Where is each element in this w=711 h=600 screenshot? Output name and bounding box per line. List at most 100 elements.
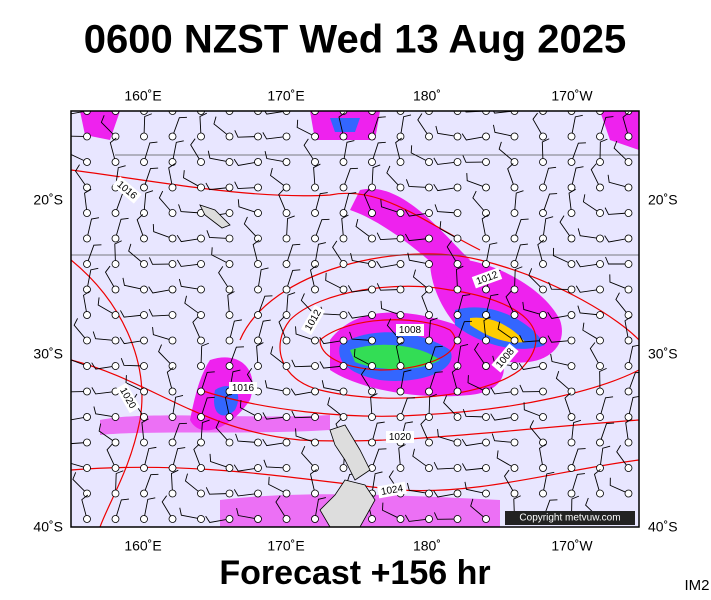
station [282, 464, 291, 472]
barb-staff [582, 322, 598, 340]
barb-staff [98, 423, 113, 441]
station [482, 285, 490, 294]
wind-barb [225, 111, 234, 115]
wind-barb [140, 113, 152, 141]
wind-barb [605, 256, 633, 268]
station [596, 158, 604, 166]
station [111, 260, 120, 268]
barb-staff [370, 393, 378, 414]
wind-barb [453, 320, 472, 345]
barb-staff [555, 370, 570, 390]
wind-barb [205, 487, 234, 498]
wind-barb [507, 163, 519, 192]
station [510, 438, 519, 447]
wind-barb [425, 393, 437, 421]
wind-barb [158, 344, 177, 370]
station [453, 362, 462, 370]
wind-barb [192, 316, 205, 345]
barb-staff [91, 387, 113, 395]
wind-barb [73, 318, 91, 345]
barb-staff [404, 514, 426, 522]
barb-staff [572, 142, 586, 159]
station [168, 311, 177, 319]
barb-staff [84, 188, 92, 210]
station [311, 413, 319, 421]
wind-barb [225, 319, 242, 345]
wind-barb [309, 469, 319, 498]
wind-barb [462, 409, 490, 421]
wind-barb [567, 142, 586, 166]
barb-staff [412, 448, 427, 467]
lat-label: 30˚S [648, 346, 678, 362]
wind-barb [396, 369, 412, 396]
wind-barb [405, 233, 433, 243]
barb-staff [315, 242, 326, 261]
wind-barb [309, 265, 319, 294]
barb-staff [439, 92, 459, 109]
barb-staff [168, 163, 176, 185]
station [453, 183, 462, 192]
wind-barb [291, 410, 319, 421]
station [111, 515, 120, 523]
wind-barb [183, 170, 205, 192]
barb-staff [183, 170, 199, 187]
wind-barb [453, 294, 471, 319]
wind-barb [119, 336, 148, 345]
wind-barb [254, 295, 273, 319]
isobar-label-group: 1016 [229, 382, 257, 394]
wind-barb [235, 433, 262, 447]
barb-staff [519, 384, 540, 393]
barb-staff [192, 316, 200, 338]
wind-barb [125, 375, 148, 396]
barb-staff [457, 343, 469, 363]
barb-staff [593, 469, 601, 491]
barb-staff [71, 384, 84, 393]
wind-barb [547, 311, 576, 319]
barb-staff [295, 326, 312, 340]
wind-barb [239, 399, 262, 421]
station [282, 234, 291, 243]
wind-barb [368, 116, 386, 141]
station [539, 111, 547, 115]
barb-staff [513, 495, 521, 516]
station [482, 336, 490, 345]
wind-barb [539, 193, 558, 217]
barb-staff [144, 473, 159, 491]
station [168, 515, 177, 523]
station [197, 464, 205, 472]
station [168, 438, 177, 447]
barb-staff [83, 290, 91, 312]
barb-staff [428, 393, 437, 414]
wind-barb [104, 265, 120, 294]
station [140, 111, 148, 115]
wind-barb [270, 167, 291, 192]
barb-staff [543, 471, 555, 491]
wind-barb [510, 266, 523, 294]
wind-barb [278, 316, 291, 345]
barb-staff [559, 215, 570, 236]
wind-barb [193, 443, 205, 472]
barb-staff [347, 285, 369, 293]
wind-barb [339, 214, 349, 243]
barb-staff [400, 369, 412, 389]
barb-staff [543, 166, 557, 185]
station [567, 438, 576, 447]
wind-barb [510, 190, 524, 217]
barb-staff [201, 371, 215, 389]
barb-staff [543, 193, 558, 210]
barb-staff [71, 454, 84, 468]
wind-barb [406, 482, 433, 498]
wind-barb [433, 157, 462, 166]
barb-staff [421, 290, 429, 312]
station [225, 311, 234, 319]
wind-barb [539, 471, 555, 498]
barb-staff [629, 371, 639, 389]
barb-staff [91, 362, 113, 370]
barb-staff [497, 321, 512, 339]
wind-barb [604, 207, 633, 217]
station [83, 336, 91, 345]
wind-barb [596, 396, 614, 421]
station [140, 234, 148, 243]
station [453, 515, 462, 523]
wind-barb [439, 221, 462, 243]
